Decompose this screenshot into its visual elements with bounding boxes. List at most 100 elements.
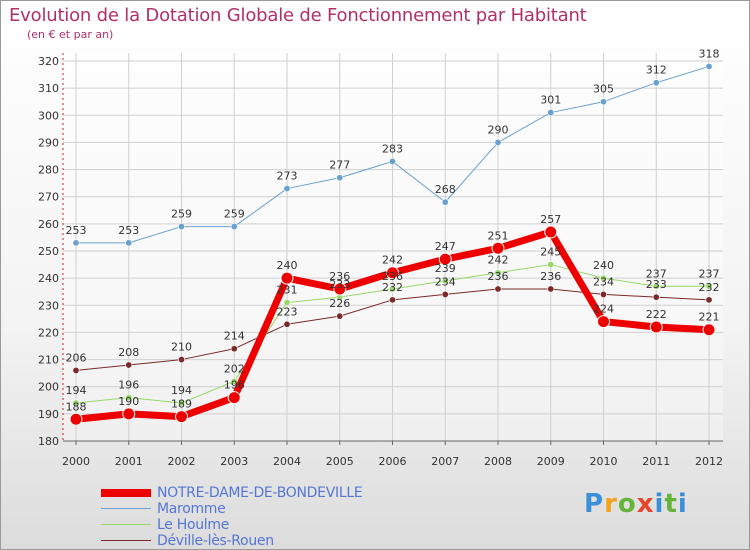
point-le-houlme <box>599 274 607 282</box>
data-label-maromme: 268 <box>435 183 456 196</box>
point-deville <box>547 285 555 293</box>
data-label-maromme: 277 <box>329 159 350 172</box>
y-tick-label: 320 <box>38 55 59 68</box>
point-notre-dame <box>597 315 610 329</box>
data-label-maromme: 301 <box>540 94 561 107</box>
x-tick-label: 2006 <box>379 455 407 468</box>
data-label-le-houlme: 231 <box>277 284 298 297</box>
data-label-maromme: 283 <box>382 142 403 155</box>
data-label-notre-dame: 196 <box>224 379 245 392</box>
point-deville <box>441 290 449 298</box>
data-label-le-houlme: 240 <box>593 259 614 272</box>
x-tick-label: 2008 <box>484 455 512 468</box>
point-notre-dame <box>333 282 347 296</box>
data-label-maromme: 253 <box>66 224 87 237</box>
data-label-le-houlme: 239 <box>435 262 456 275</box>
data-label-notre-dame: 221 <box>699 311 720 324</box>
point-notre-dame <box>438 252 452 266</box>
data-label-le-houlme: 196 <box>118 379 139 392</box>
point-notre-dame <box>280 271 294 285</box>
x-tick-label: 2011 <box>642 455 670 468</box>
point-maromme <box>652 79 660 87</box>
y-tick-label: 290 <box>38 136 59 149</box>
point-maromme <box>230 223 238 231</box>
point-deville <box>388 296 396 304</box>
data-label-deville: 210 <box>171 341 192 354</box>
point-maromme <box>547 109 555 117</box>
point-deville <box>705 296 713 304</box>
data-label-deville: 234 <box>435 275 456 288</box>
point-le-houlme <box>652 282 660 290</box>
data-label-deville: 234 <box>593 275 614 288</box>
data-label-le-houlme: 233 <box>329 278 350 291</box>
y-tick-label: 260 <box>38 218 59 231</box>
data-label-maromme: 312 <box>646 64 667 77</box>
x-tick-label: 2002 <box>168 455 196 468</box>
data-label-notre-dame: 242 <box>382 254 403 267</box>
point-deville <box>652 293 660 301</box>
point-notre-dame <box>227 391 241 405</box>
data-label-le-houlme: 237 <box>646 267 667 280</box>
point-le-houlme <box>388 285 396 293</box>
legend-item-notre-dame[interactable]: NOTRE-DAME-DE-BONDEVILLE <box>101 485 421 501</box>
data-label-maromme: 259 <box>224 208 245 221</box>
legend-label-deville: Déville-lès-Rouen <box>157 533 274 549</box>
point-le-houlme <box>178 399 186 407</box>
point-maromme <box>388 157 396 165</box>
data-label-notre-dame: 189 <box>171 398 192 411</box>
point-maromme <box>72 239 80 247</box>
point-notre-dame <box>649 320 663 334</box>
y-tick-label: 280 <box>38 164 59 177</box>
legend-swatch-maromme <box>101 508 151 509</box>
point-deville <box>230 345 238 353</box>
point-notre-dame <box>544 225 558 239</box>
y-tick-label: 300 <box>38 109 59 122</box>
chart-subtitle: (en € et par an) <box>27 28 114 41</box>
data-label-le-houlme: 237 <box>699 267 720 280</box>
point-le-houlme <box>494 269 502 277</box>
data-label-le-houlme: 245 <box>540 246 561 259</box>
point-notre-dame <box>491 241 505 255</box>
data-label-maromme: 305 <box>593 83 614 96</box>
point-maromme <box>125 239 133 247</box>
data-label-maromme: 318 <box>699 47 720 60</box>
y-tick-label: 310 <box>38 82 59 95</box>
legend-label-le-houlme: Le Houlme <box>157 517 230 533</box>
point-le-houlme <box>72 399 80 407</box>
point-le-houlme <box>441 277 449 285</box>
data-label-le-houlme: 202 <box>224 362 245 375</box>
point-deville <box>494 285 502 293</box>
point-le-houlme <box>283 299 291 307</box>
data-label-deville: 232 <box>382 281 403 294</box>
data-label-maromme: 273 <box>277 170 298 183</box>
y-tick-label: 230 <box>38 299 59 312</box>
legend: NOTRE-DAME-DE-BONDEVILLE Maromme Le Houl… <box>101 485 421 549</box>
point-le-houlme <box>547 261 555 269</box>
legend-item-maromme[interactable]: Maromme <box>101 501 421 517</box>
data-label-notre-dame: 240 <box>277 259 298 272</box>
point-deville <box>599 290 607 298</box>
data-label-le-houlme: 194 <box>171 384 192 397</box>
data-label-le-houlme: 236 <box>382 270 403 283</box>
y-tick-label: 200 <box>38 381 59 394</box>
data-label-maromme: 290 <box>488 123 509 136</box>
data-label-deville: 208 <box>118 346 139 359</box>
legend-item-le-houlme[interactable]: Le Houlme <box>101 517 421 533</box>
point-maromme <box>705 62 713 70</box>
data-label-deville: 232 <box>699 281 720 294</box>
legend-swatch-le-houlme <box>101 524 151 525</box>
data-label-maromme: 259 <box>171 208 192 221</box>
point-maromme <box>283 185 291 193</box>
legend-swatch-notre-dame <box>101 489 151 497</box>
data-label-notre-dame: 188 <box>66 400 87 413</box>
y-tick-label: 250 <box>38 245 59 258</box>
y-tick-label: 270 <box>38 191 59 204</box>
chart-title: Evolution de la Dotation Globale de Fonc… <box>9 5 587 26</box>
point-deville <box>283 320 291 328</box>
point-maromme <box>599 98 607 106</box>
point-deville <box>72 366 80 374</box>
legend-item-deville[interactable]: Déville-lès-Rouen <box>101 533 421 549</box>
point-maromme <box>441 198 449 206</box>
x-tick-label: 2007 <box>431 455 459 468</box>
point-le-houlme <box>705 282 713 290</box>
